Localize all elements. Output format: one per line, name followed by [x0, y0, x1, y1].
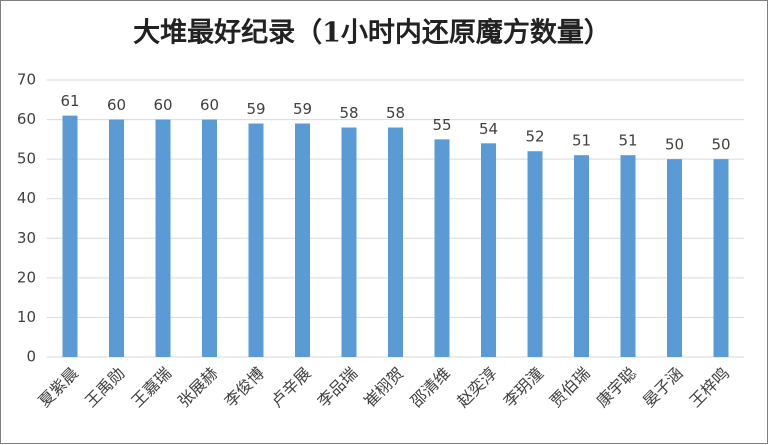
value-label: 59: [293, 100, 312, 118]
y-tick-label: 0: [26, 348, 36, 366]
value-label: 59: [246, 100, 265, 118]
value-label: 58: [339, 104, 358, 122]
value-label: 50: [711, 136, 730, 154]
value-label: 61: [60, 92, 79, 110]
chart-title: 大堆最好纪录（1小时内还原魔方数量）: [133, 17, 611, 49]
bar: [713, 159, 729, 357]
bar: [62, 115, 78, 357]
bar: [527, 151, 543, 357]
value-label: 60: [200, 96, 219, 114]
value-label: 58: [386, 104, 405, 122]
y-tick-label: 20: [17, 268, 36, 286]
bar: [109, 119, 124, 357]
value-label: 60: [153, 96, 172, 114]
y-tick-label: 10: [17, 308, 36, 326]
value-label: 52: [525, 128, 544, 146]
bar: [202, 119, 217, 357]
bar: [341, 127, 357, 357]
value-label: 54: [479, 120, 498, 138]
bar: [620, 155, 636, 357]
y-tick-label: 30: [17, 229, 36, 247]
y-tick-label: 60: [17, 110, 36, 128]
value-label: 51: [618, 132, 637, 150]
bar: [667, 159, 682, 357]
bar: [574, 155, 589, 357]
bar: [481, 143, 496, 357]
value-label: 51: [572, 132, 591, 150]
y-tick-label: 40: [17, 189, 36, 207]
value-label: 60: [107, 96, 126, 114]
bar: [434, 139, 450, 357]
bar: [248, 123, 264, 358]
value-label: 55: [432, 116, 451, 134]
bar: [295, 123, 310, 358]
bar: [388, 127, 403, 357]
bar: [155, 119, 171, 357]
value-label: 50: [665, 136, 684, 154]
y-tick-label: 70: [17, 71, 36, 89]
y-tick-label: 50: [17, 150, 36, 168]
